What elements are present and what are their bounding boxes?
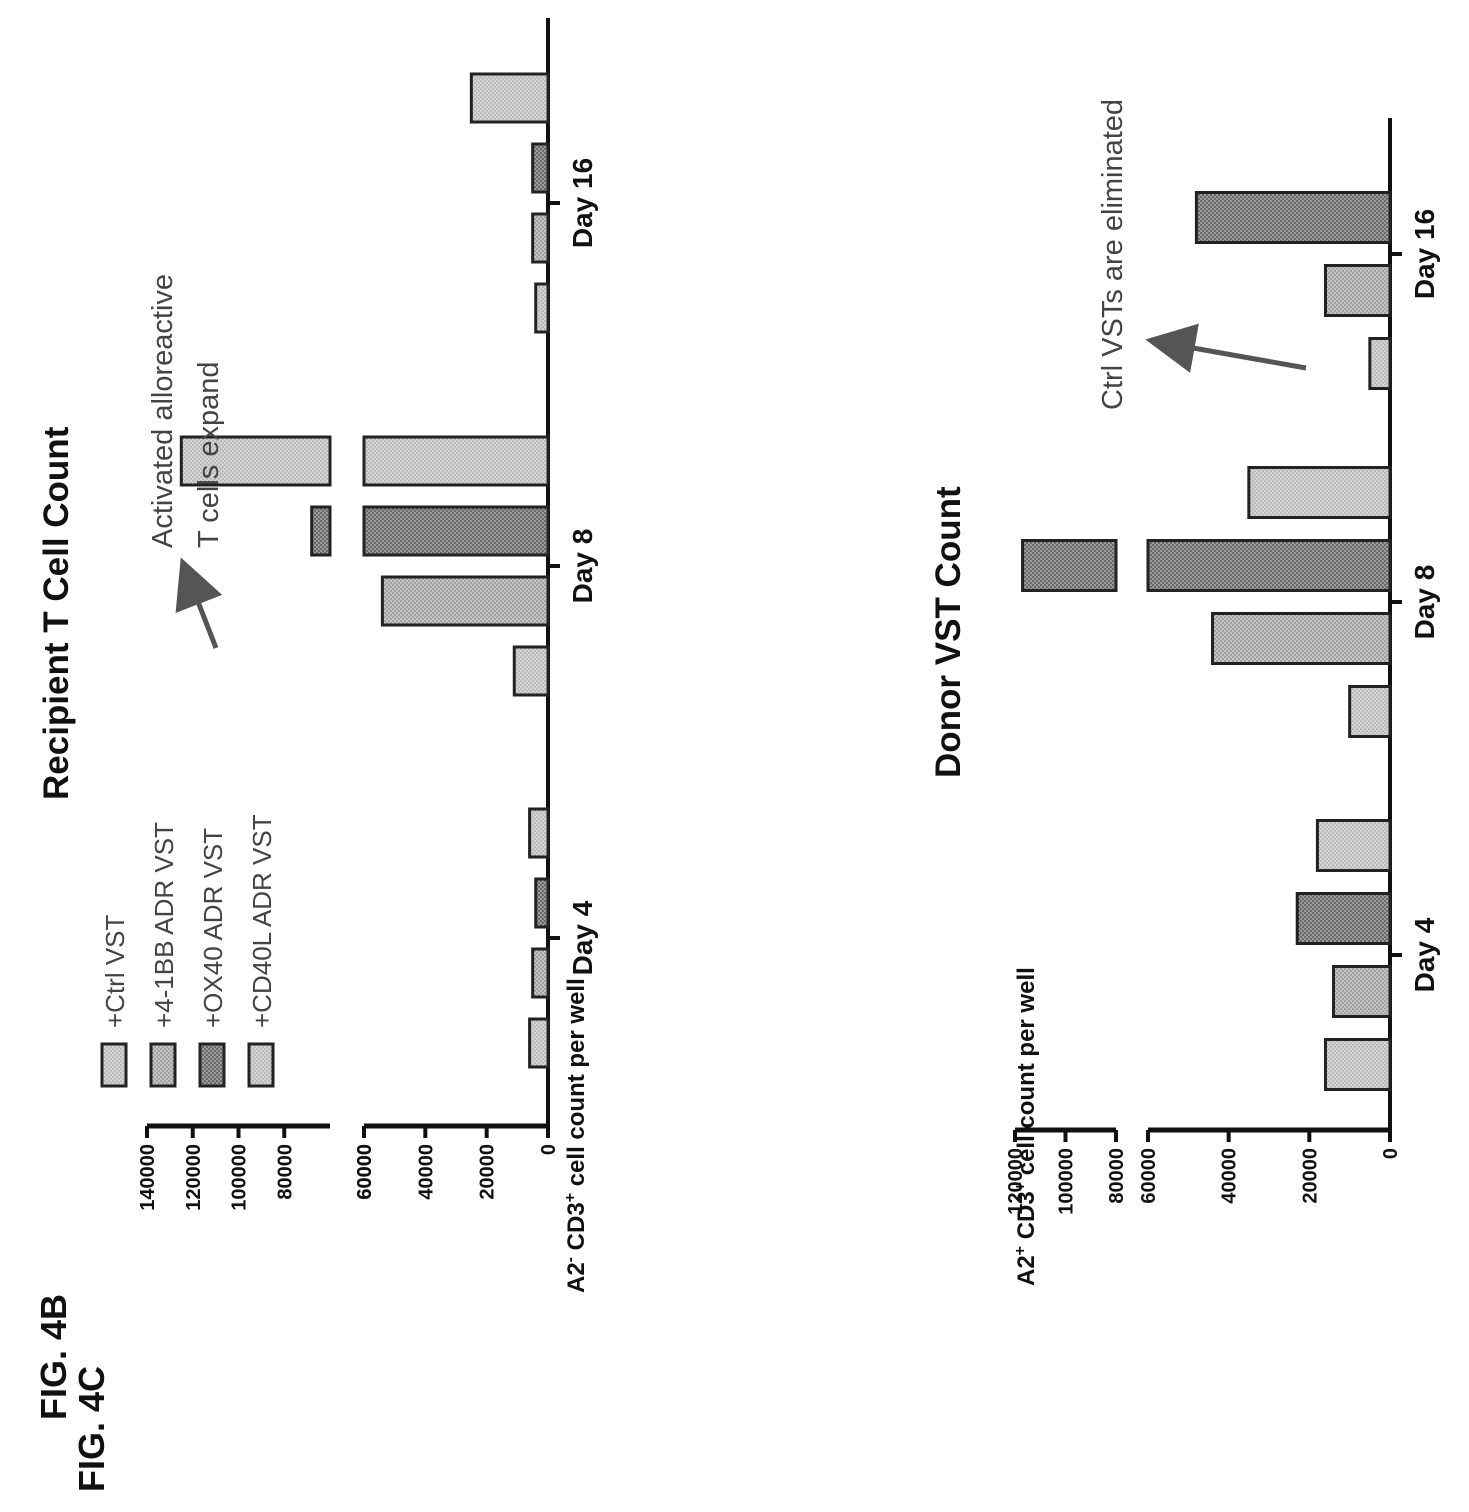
fig-4c-xtick-label-1: Day 8 bbox=[1409, 565, 1440, 640]
fig-4c-ylabel: A2+ CD3+ cell count per well bbox=[1012, 967, 1040, 1286]
fig-4c-ytick-label-high-1: 100000 bbox=[1056, 1148, 1078, 1215]
fig-4c-ytick-label-low-3: 60000 bbox=[1138, 1148, 1160, 1204]
fig-4c-bar-0-3 bbox=[1315, 819, 1392, 872]
fig-4c-bar-1-3 bbox=[1247, 466, 1392, 519]
chart-fig-4b: Recipient T Cell Count020000400006000060… bbox=[37, 18, 598, 1211]
fig-4b-xtick-label-1: Day 8 bbox=[567, 529, 598, 604]
fig-4b-title: Recipient T Cell Count bbox=[37, 426, 76, 800]
fig-4b-legend-label-3: +CD40L ADR VST bbox=[247, 814, 277, 1028]
fig-4b-legend-label-0: +Ctrl VST bbox=[100, 914, 130, 1028]
fig-4b-bar-0-1 bbox=[531, 947, 550, 999]
chart-fig-4c: Donor VST Count 0 20000 40000 60000 80000 1000… bbox=[929, 118, 1440, 1215]
fig-4c-bar-1-2-upper bbox=[1021, 539, 1118, 592]
fig-4b-legend-swatch-3 bbox=[247, 1042, 275, 1088]
fig-4b-bar-1-2-upper bbox=[310, 505, 332, 557]
fig-4b-bar-0-0 bbox=[528, 1017, 550, 1069]
fig-4b-ytick-label-low-1: 20000 bbox=[477, 1144, 499, 1200]
fig-4c-bar-2-1 bbox=[1323, 264, 1392, 317]
fig-4c-annotation: Ctrl VSTs are eliminated bbox=[1097, 99, 1129, 410]
fig-4b-annotation-line-2: T cells expand bbox=[193, 362, 225, 548]
fig-4b-bar-0-3 bbox=[528, 807, 550, 859]
fig-4c-bar-1-1 bbox=[1211, 612, 1392, 665]
fig-4b-ytick-label-high-4: 140000 bbox=[137, 1144, 159, 1211]
fig-4b-bar-2-2 bbox=[531, 142, 550, 194]
fig-4b-bar-1-3-upper bbox=[179, 435, 332, 487]
fig-4b-ylabel-sup1: - bbox=[562, 1257, 579, 1262]
fig-4b-bar-1-2-lower bbox=[362, 505, 550, 557]
fig-4c-bar-2-0 bbox=[1368, 337, 1392, 390]
fig-4b-bar-1-1 bbox=[380, 575, 550, 627]
fig-4c-ytick-label-high-2: 120000 bbox=[1005, 1148, 1027, 1215]
fig-4b-bar-2-0 bbox=[534, 282, 550, 334]
fig-4b-ytick-label-low-0: 0 bbox=[538, 1144, 560, 1155]
fig-4b-ylabel-a2: A2 bbox=[563, 1262, 590, 1293]
fig-4b-ytick-label-high-0: 60000 bbox=[354, 1144, 376, 1200]
fig-4b-ylabel-sup2: + bbox=[562, 1193, 579, 1202]
fig-4c-bar-0-0 bbox=[1323, 1038, 1392, 1091]
fig-4c-ylabel-sup1: + bbox=[1012, 1246, 1029, 1255]
fig-4b-label: FIG. 4B bbox=[33, 1294, 74, 1420]
fig-4b-bar-0-2 bbox=[534, 877, 550, 929]
fig-4c-ylabel-sup2: + bbox=[1012, 1182, 1029, 1191]
fig-4b-ytick-label-high-2: 100000 bbox=[229, 1144, 251, 1211]
fig-4b-legend-label-1: +4-1BB ADR VST bbox=[149, 822, 179, 1028]
fig-4b-legend-label-2: +OX40 ADR VST bbox=[198, 828, 228, 1028]
fig-4c-annotation-arrow bbox=[1145, 323, 1307, 373]
fig-4c-ytick-label-low-2: 40000 bbox=[1219, 1148, 1241, 1204]
fig-4c-xtick-label-2: Day 16 bbox=[1409, 209, 1440, 299]
fig-4c-xtick-label-0: Day 4 bbox=[1409, 917, 1440, 992]
fig-4b-ytick-label-high-1: 80000 bbox=[274, 1144, 296, 1200]
fig-4c-bar-0-2 bbox=[1295, 892, 1392, 945]
fig-4b-bar-1-3-lower bbox=[362, 435, 550, 487]
fig-4b-xtick-label-2: Day 16 bbox=[567, 158, 598, 248]
fig-4c-bar-0-1 bbox=[1332, 965, 1392, 1018]
fig-4b-bar-2-1 bbox=[531, 212, 550, 264]
fig-4c-ylabel-a2: A2 bbox=[1013, 1255, 1040, 1286]
fig-4c-label: FIG. 4C bbox=[71, 1366, 112, 1492]
fig-4c-bar-1-2-lower bbox=[1146, 539, 1392, 592]
fig-4b-legend-swatch-0 bbox=[100, 1042, 128, 1088]
fig-4b-ytick-label-high-3: 120000 bbox=[183, 1144, 205, 1211]
fig-4b-legend-swatch-2 bbox=[198, 1042, 226, 1088]
fig-4b-annotation-line-1: Activated alloreactive bbox=[147, 274, 179, 548]
fig-4b-ylabel: A2- CD3+ cell count per well bbox=[562, 978, 590, 1293]
fig-4b-bar-1-0 bbox=[512, 645, 550, 697]
fig-4c-bar-1-0 bbox=[1348, 685, 1392, 738]
fig-4c-ylabel-tail: cell count per well bbox=[1013, 967, 1040, 1182]
fig-4b-xtick-label-0: Day 4 bbox=[567, 900, 598, 975]
fig-4b-annotation-arrow bbox=[175, 557, 223, 649]
fig-4c-title: Donor VST Count bbox=[929, 486, 968, 778]
fig-4b-ylabel-cd3: CD3 bbox=[563, 1202, 590, 1257]
fig-4c-ytick-label-low-1: 20000 bbox=[1299, 1148, 1321, 1204]
fig-4b-bar-2-3 bbox=[469, 72, 550, 124]
fig-4c-ytick-label-high-0: 80000 bbox=[1106, 1148, 1128, 1204]
fig-4b-ytick-label-low-3: 60000 bbox=[354, 1144, 376, 1200]
fig-4b-ytick-label-low-2: 40000 bbox=[415, 1144, 437, 1200]
fig-4b-ylabel-tail: cell count per well bbox=[563, 978, 590, 1193]
fig-4c-ytick-label-low-0: 0 bbox=[1380, 1148, 1402, 1159]
fig-4c-bar-2-2 bbox=[1194, 191, 1392, 244]
fig-4c-ylabel-cd3: CD3 bbox=[1013, 1191, 1040, 1246]
fig-4b-legend-swatch-1 bbox=[149, 1042, 177, 1088]
